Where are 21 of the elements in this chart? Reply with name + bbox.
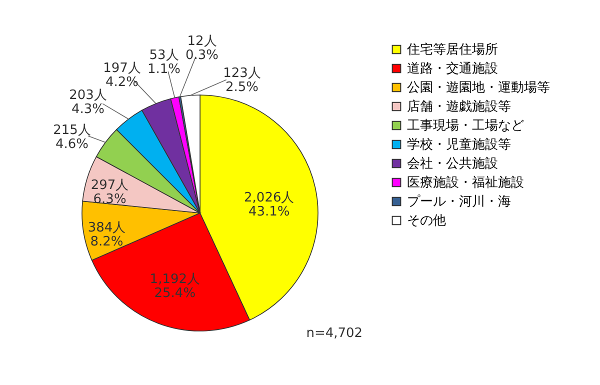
data-label: 215人 4.6% <box>53 123 91 152</box>
legend-label: 会社・公共施設 <box>407 156 498 172</box>
data-label: 1,192人 25.4% <box>150 272 200 302</box>
data-label: 297人 6.3% <box>90 178 129 208</box>
data-label: 12人 0.3% <box>185 34 219 63</box>
legend-label: 学校・児童施設等 <box>407 136 511 152</box>
legend-label: 住宅等居住場所 <box>406 42 498 58</box>
data-label: 53人 1.1% <box>147 48 181 77</box>
data-label: 2,026人 43.1% <box>244 190 294 220</box>
data-label: 384人 8.2% <box>88 220 126 250</box>
text: n=4,702 <box>306 326 363 341</box>
data-label: 123人 2.5% <box>223 66 261 95</box>
legend-label: その他 <box>407 214 446 228</box>
legend-label: 工事現場・工場など <box>407 118 524 134</box>
legend-label: 道路・交通施設 <box>407 60 498 76</box>
legend-label: 店舗・遊戯施設等 <box>407 98 511 114</box>
data-label: 197人 4.2% <box>103 61 141 90</box>
data-label: 203人 4.3% <box>69 88 107 117</box>
legend-label: 公園・遊園地・運動場等 <box>407 80 550 96</box>
legend-label: 医療施設・福祉施設 <box>407 176 524 190</box>
legend-label: プール・河川・海 <box>407 194 511 210</box>
